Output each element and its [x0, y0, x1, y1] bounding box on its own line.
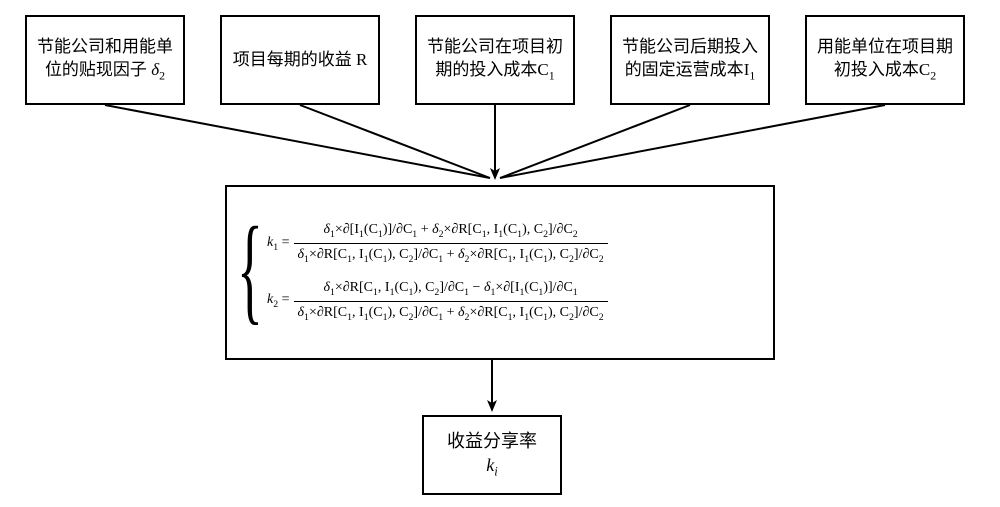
result-subscript: i [494, 465, 498, 479]
input-symbol: δ [151, 60, 159, 79]
input-subscript: 1 [549, 69, 555, 83]
input-box-operating-cost-i1: 节能公司后期投入的固定运营成本I1 [610, 15, 770, 105]
input-box-initial-cost-c1: 节能公司在项目初期的投入成本C1 [415, 15, 575, 105]
k2-subscript: 2 [273, 299, 278, 310]
input-symbol: C [537, 60, 548, 79]
input-subscript: 2 [930, 69, 936, 83]
input-symbol: R [356, 50, 367, 69]
result-box: 收益分享率 ki [422, 415, 562, 495]
k1-subscript: 1 [273, 242, 278, 253]
input-box-initial-cost-c2: 用能单位在项目期初投入成本C2 [805, 15, 965, 105]
equation-k2: k2 = δ1×∂R[C1, I1(C1), C2]/∂C1 − δ1×∂[I1… [267, 279, 610, 324]
input-subscript: 1 [749, 69, 755, 83]
result-label: 收益分享率 [447, 431, 537, 451]
input-symbol: C [919, 60, 930, 79]
equation-k1: k1 = δ1×∂[I1(C1)]/∂C1 + δ2×∂R[C1, I1(C1)… [267, 221, 610, 266]
input-box-discount-factor: 节能公司和用能单位的贴现因子 δ2 [25, 15, 185, 105]
equation-stack: k1 = δ1×∂[I1(C1)]/∂C1 + δ2×∂R[C1, I1(C1)… [267, 215, 610, 329]
input-box-period-return: 项目每期的收益 R [220, 15, 380, 105]
formula-box: { k1 = δ1×∂[I1(C1)]/∂C1 + δ2×∂R[C1, I1(C… [225, 185, 775, 360]
input-text: 节能公司后期投入的固定运营成本 [622, 37, 758, 79]
input-subscript: 2 [159, 69, 165, 83]
brace-icon: { [237, 209, 249, 329]
input-text: 项目每期的收益 [233, 50, 356, 69]
